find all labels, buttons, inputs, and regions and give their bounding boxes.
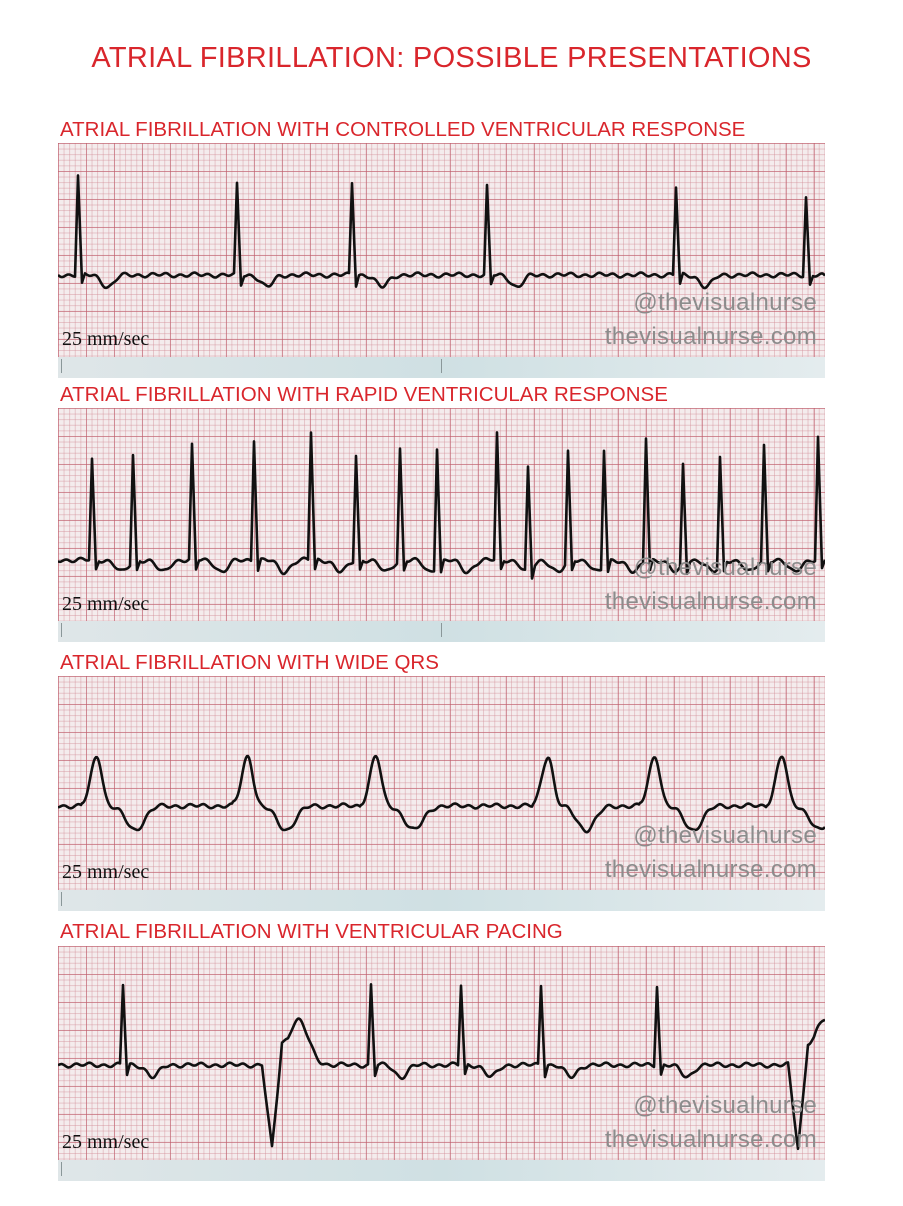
watermark-site: thevisualnurse.com bbox=[604, 1126, 817, 1153]
strip-footer-band bbox=[58, 1160, 825, 1181]
strip-4-label: ATRIAL FIBRILLATION WITH VENTRICULAR PAC… bbox=[60, 920, 563, 943]
watermark-handle: @thevisualnurse bbox=[633, 822, 817, 849]
strip-3-label: ATRIAL FIBRILLATION WITH WIDE QRS bbox=[60, 651, 439, 674]
strip-footer-band bbox=[58, 890, 825, 911]
ecg-trace-paced bbox=[58, 983, 825, 1151]
strip-footer-band bbox=[58, 357, 825, 378]
ecg-trace-controlled bbox=[58, 174, 825, 290]
strip-footer-band bbox=[58, 621, 825, 642]
ecg-strip-wide-qrs: 25 mm/sec @thevisualnurse thevisualnurse… bbox=[58, 676, 825, 890]
strip-1-label: ATRIAL FIBRILLATION WITH CONTROLLED VENT… bbox=[60, 118, 746, 141]
watermark-handle: @thevisualnurse bbox=[633, 1092, 817, 1119]
watermark-handle: @thevisualnurse bbox=[633, 554, 817, 581]
ecg-strip-paced: 25 mm/sec @thevisualnurse thevisualnurse… bbox=[58, 946, 825, 1160]
watermark-site: thevisualnurse.com bbox=[604, 588, 817, 615]
paper-speed: 25 mm/sec bbox=[62, 861, 150, 883]
paper-speed: 25 mm/sec bbox=[62, 328, 150, 350]
watermark-site: thevisualnurse.com bbox=[604, 323, 817, 350]
strip-2-label: ATRIAL FIBRILLATION WITH RAPID VENTRICUL… bbox=[60, 383, 668, 406]
paper-speed: 25 mm/sec bbox=[62, 1131, 150, 1153]
paper-speed: 25 mm/sec bbox=[62, 593, 150, 615]
ecg-trace-rapid bbox=[58, 431, 825, 580]
watermark-handle: @thevisualnurse bbox=[633, 289, 817, 316]
ecg-trace-wide-qrs bbox=[58, 754, 825, 834]
ecg-strip-controlled: 25 mm/sec @thevisualnurse thevisualnurse… bbox=[58, 143, 825, 357]
ecg-strip-rapid: 25 mm/sec @thevisualnurse thevisualnurse… bbox=[58, 408, 825, 622]
page-title: ATRIAL FIBRILLATION: POSSIBLE PRESENTATI… bbox=[91, 42, 812, 74]
watermark-site: thevisualnurse.com bbox=[604, 856, 817, 883]
